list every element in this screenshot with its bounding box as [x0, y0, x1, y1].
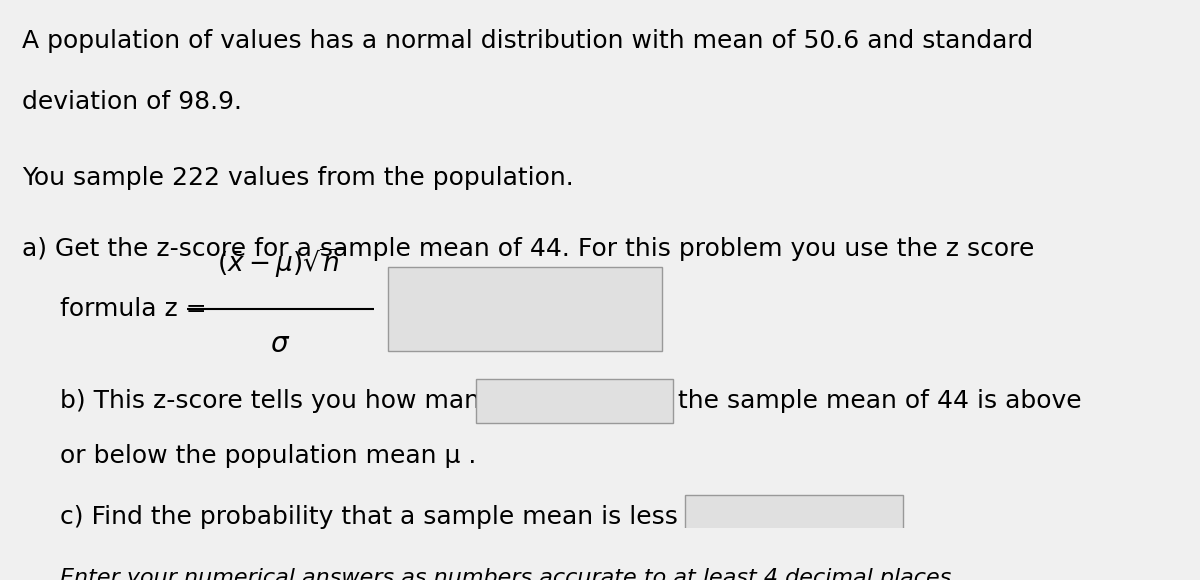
Text: $\sigma$: $\sigma$ — [270, 330, 290, 358]
Text: Enter your numerical answers as numbers accurate to at least 4 decimal places.: Enter your numerical answers as numbers … — [60, 568, 959, 580]
Text: the sample mean of 44 is above: the sample mean of 44 is above — [678, 389, 1081, 413]
Text: b) This z-score tells you how many: b) This z-score tells you how many — [60, 389, 496, 413]
Text: You sample 222 values from the population.: You sample 222 values from the populatio… — [22, 166, 574, 190]
FancyBboxPatch shape — [685, 495, 904, 539]
FancyBboxPatch shape — [476, 379, 673, 423]
Text: or below the population mean μ .: or below the population mean μ . — [60, 444, 476, 469]
Text: deviation of 98.9.: deviation of 98.9. — [22, 90, 242, 114]
Text: formula z =: formula z = — [60, 296, 215, 321]
FancyBboxPatch shape — [388, 267, 661, 350]
Text: a) Get the z-score for a sample mean of 44. For this problem you use the z score: a) Get the z-score for a sample mean of … — [22, 237, 1034, 262]
Text: A population of values has a normal distribution with mean of 50.6 and standard: A population of values has a normal dist… — [22, 29, 1033, 53]
Text: c) Find the probability that a sample mean is less than 44.: c) Find the probability that a sample me… — [60, 505, 791, 529]
Text: $(\bar{x} - \mu)\sqrt{n}$: $(\bar{x} - \mu)\sqrt{n}$ — [216, 246, 344, 280]
